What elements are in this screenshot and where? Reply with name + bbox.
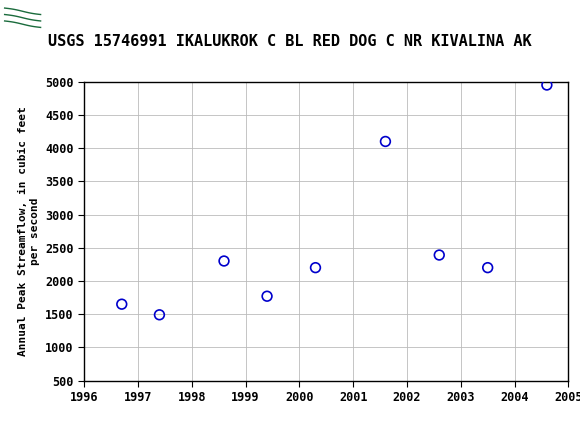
Y-axis label: Annual Peak Streamflow, in cubic feet
per second: Annual Peak Streamflow, in cubic feet pe…: [18, 106, 39, 356]
Point: [155, 311, 164, 318]
Point: [381, 138, 390, 145]
Point: [117, 301, 126, 307]
Text: USGS: USGS: [44, 6, 99, 25]
Point: [542, 82, 552, 89]
Point: [262, 293, 271, 300]
Point: [483, 264, 492, 271]
Bar: [3, 2, 78, 31]
Point: [219, 258, 229, 264]
Point: [311, 264, 320, 271]
Text: USGS 15746991 IKALUKROK C BL RED DOG C NR KIVALINA AK: USGS 15746991 IKALUKROK C BL RED DOG C N…: [48, 34, 532, 49]
Point: [434, 252, 444, 258]
